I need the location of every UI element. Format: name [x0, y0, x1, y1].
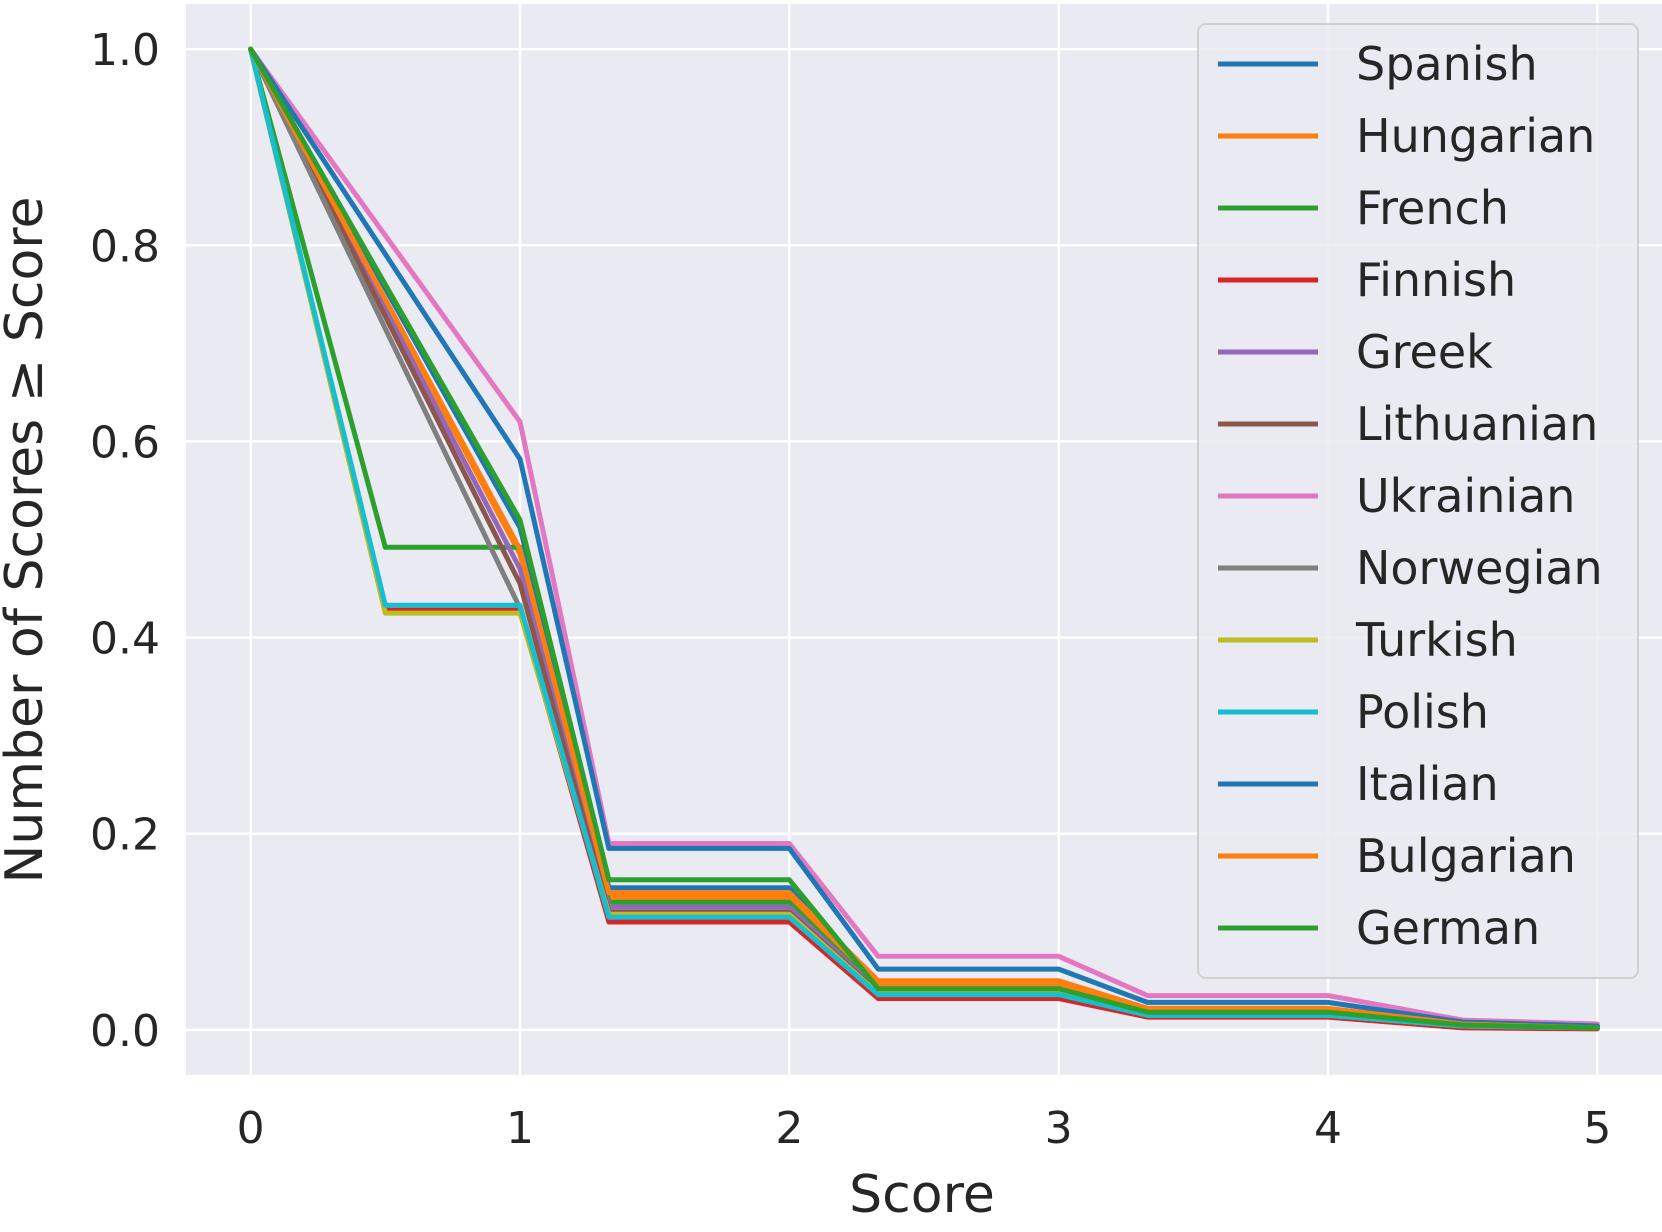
x-axis-title: Score	[849, 1165, 995, 1225]
legend-label: Lithuanian	[1356, 397, 1598, 451]
x-tick-label: 5	[1583, 1103, 1611, 1154]
legend-label: Bulgarian	[1356, 829, 1576, 883]
legend-label: French	[1356, 181, 1509, 235]
series-line-italian	[248, 46, 1600, 1029]
legend-label: Hungarian	[1356, 109, 1595, 163]
x-tick-label: 1	[506, 1103, 534, 1154]
x-tick-label: 4	[1314, 1103, 1342, 1154]
legend-label: Greek	[1356, 325, 1493, 379]
legend-label: Turkish	[1355, 613, 1518, 667]
legend-label: Polish	[1356, 685, 1489, 739]
y-axis-title: Number of Scores ≥ Score	[0, 196, 55, 883]
legend: Spanish Hungarian French Finnish Greek Lithua…	[1197, 23, 1639, 979]
x-tick-label: 0	[237, 1103, 265, 1154]
legend-label: German	[1356, 901, 1540, 955]
legend-label: Spanish	[1356, 37, 1538, 91]
x-tick-label: 2	[775, 1103, 803, 1154]
y-tick-label: 0.2	[90, 810, 160, 861]
series-lines	[248, 46, 1600, 1032]
legend-label: Ukrainian	[1356, 469, 1575, 523]
tick-labels: 0 1 2 3 4 5 0.0 0.2 0.4 0.6 0.8 1.0	[90, 25, 1611, 1154]
legend-label: Norwegian	[1356, 541, 1603, 595]
y-tick-label: 1.0	[90, 25, 160, 76]
y-tick-label: 0.0	[90, 1006, 160, 1057]
y-tick-label: 0.6	[90, 417, 160, 468]
legend-label: Finnish	[1356, 253, 1516, 307]
y-tick-label: 0.4	[90, 614, 160, 665]
series-line-german	[248, 46, 1600, 1031]
x-tick-label: 3	[1045, 1103, 1073, 1154]
legend-box	[1197, 23, 1639, 979]
series-line-ukrainian	[248, 46, 1600, 1027]
legend-label: Italian	[1356, 757, 1499, 811]
y-tick-label: 0.8	[90, 221, 160, 272]
